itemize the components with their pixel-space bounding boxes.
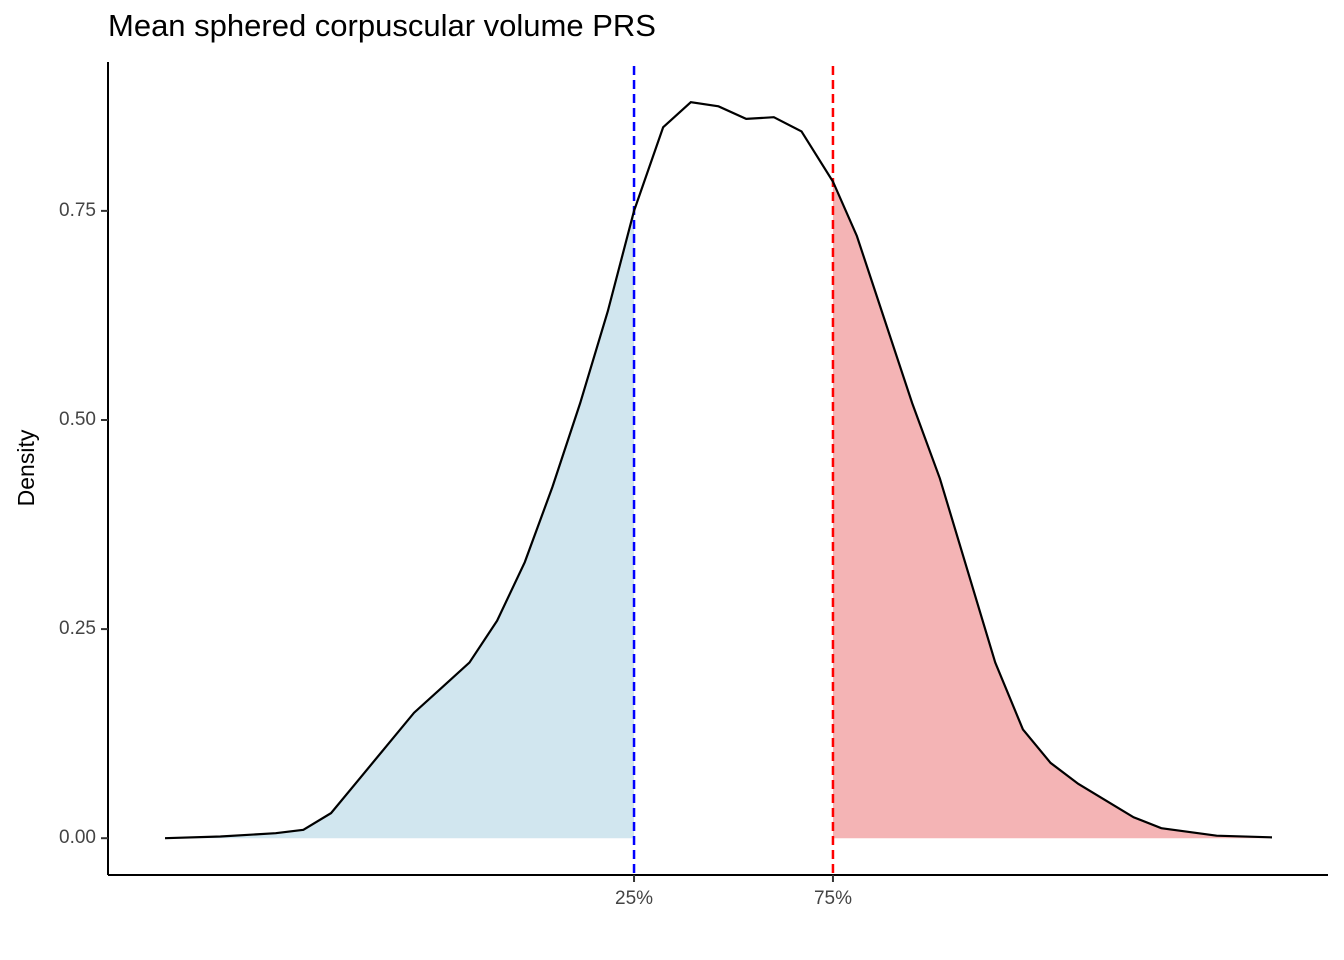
- y-tick-label: 0.25: [59, 618, 96, 639]
- x-tick-label: 25%: [615, 888, 653, 909]
- x-tick-label: 75%: [814, 888, 852, 909]
- y-tick-label: 0.75: [59, 200, 96, 221]
- y-axis-title: Density: [13, 429, 39, 506]
- chart-title: Mean sphered corpuscular volume PRS: [108, 8, 656, 43]
- y-tick-label: 0.00: [59, 827, 96, 848]
- tail-area: [832, 181, 1272, 839]
- y-tick-label: 0.50: [59, 409, 96, 430]
- density-line: [164, 100, 1273, 840]
- tail-area: [165, 210, 635, 839]
